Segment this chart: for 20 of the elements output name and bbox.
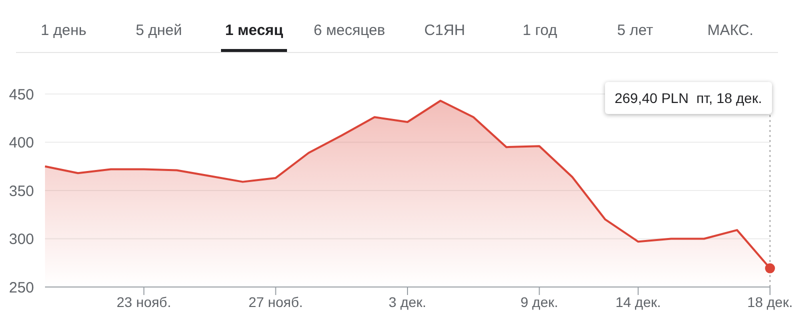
y-tick-label: 350 [9, 182, 34, 200]
x-tick-label: 9 дек. [520, 294, 558, 310]
text: 1 день [40, 22, 86, 38]
x-tick-label: 14 дек. [615, 294, 661, 310]
text: С1ЯН [424, 22, 466, 38]
x-tick-label: 18 дек. [747, 294, 793, 310]
y-tick-label: 300 [9, 231, 34, 248]
text: 1 год [522, 22, 558, 38]
text: МАКС. [707, 22, 754, 38]
text: 5 лет [617, 22, 654, 38]
y-tick-label: 450 [9, 86, 34, 104]
text: 5 дней [136, 22, 182, 38]
x-tick-label: 23 нояб. [116, 294, 172, 310]
y-tick-label: 400 [9, 134, 34, 152]
text: 1 месяц [225, 22, 284, 38]
annotation: 269,40 PLN пт, 18 дек. [604, 82, 772, 114]
text: 6 месяцев [314, 22, 386, 38]
y-tick-label: 250 [9, 279, 34, 296]
x-tick-label: 27 нояб. [248, 294, 303, 310]
x-tick-label: 3 дек. [388, 294, 426, 310]
